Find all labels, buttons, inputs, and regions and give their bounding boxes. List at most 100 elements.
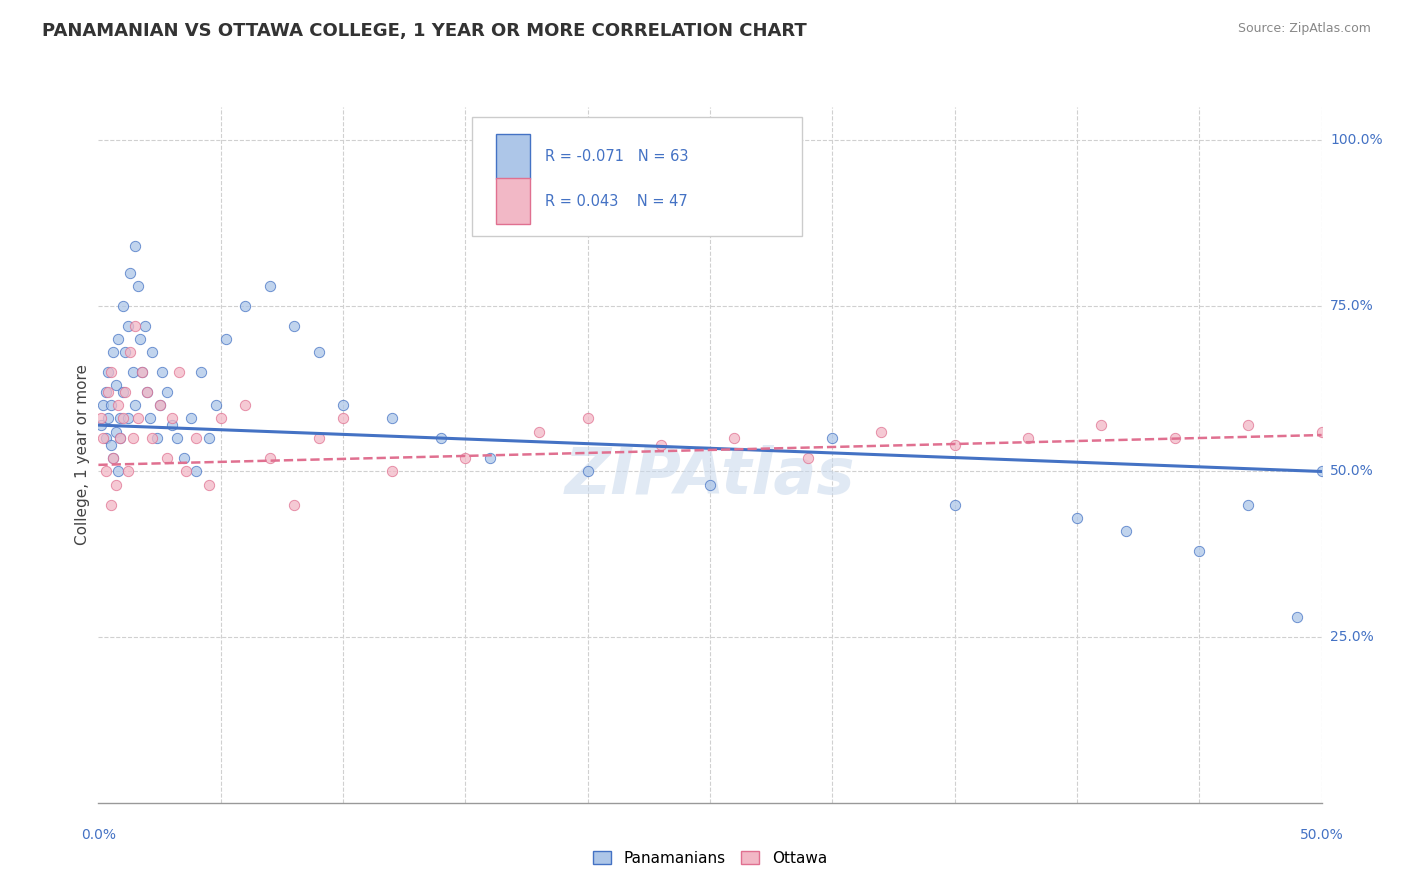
Point (97, 384, 120, 399)
Point (1115, 524, 1137, 538)
Point (101, 345, 124, 359)
Point (283, 498, 305, 512)
Point (146, 431, 169, 445)
FancyBboxPatch shape (496, 178, 530, 224)
Point (127, 279, 149, 293)
Point (94, 384, 117, 399)
Point (97, 411, 120, 425)
Point (308, 431, 330, 445)
Point (124, 398, 146, 412)
Point (110, 431, 132, 445)
Point (1090, 418, 1112, 433)
Point (160, 411, 183, 425)
Text: 100.0%: 100.0% (1330, 133, 1382, 147)
Point (136, 384, 159, 399)
Point (111, 411, 134, 425)
Point (283, 318, 305, 333)
FancyBboxPatch shape (496, 134, 530, 179)
Point (233, 398, 256, 412)
Point (233, 299, 256, 313)
Point (527, 425, 550, 439)
Point (111, 384, 134, 399)
Point (104, 378, 127, 392)
Point (1066, 511, 1088, 525)
Point (205, 398, 228, 412)
Point (136, 384, 159, 399)
Text: PANAMANIAN VS OTTAWA COLLEGE, 1 YEAR OR MORE CORRELATION CHART: PANAMANIAN VS OTTAWA COLLEGE, 1 YEAR OR … (42, 22, 807, 40)
Text: R = -0.071   N = 63: R = -0.071 N = 63 (546, 149, 689, 164)
Point (1164, 431, 1187, 445)
Point (107, 332, 129, 346)
Point (100, 438, 122, 452)
Point (101, 451, 124, 466)
Point (124, 318, 146, 333)
Point (94, 431, 117, 445)
Point (1310, 425, 1333, 439)
Point (381, 465, 404, 479)
Point (723, 431, 745, 445)
Point (150, 365, 173, 379)
Text: 50.0%: 50.0% (1330, 465, 1374, 478)
Point (110, 431, 132, 445)
Point (120, 345, 142, 359)
Point (104, 425, 127, 439)
Point (190, 365, 212, 379)
Point (197, 431, 219, 445)
Point (156, 451, 179, 466)
Point (259, 451, 281, 466)
Text: 25.0%: 25.0% (1330, 630, 1374, 644)
Point (94, 465, 117, 479)
Point (131, 365, 153, 379)
Point (149, 398, 172, 412)
Point (1237, 498, 1260, 512)
Text: R = 0.043    N = 47: R = 0.043 N = 47 (546, 194, 688, 209)
Point (209, 411, 232, 425)
Point (870, 425, 893, 439)
Point (141, 431, 163, 445)
Point (186, 431, 208, 445)
Point (821, 431, 844, 445)
Point (121, 365, 143, 379)
Point (111, 299, 134, 313)
Point (197, 477, 219, 491)
Point (1237, 418, 1260, 433)
Point (107, 465, 129, 479)
Point (173, 451, 195, 466)
Point (650, 438, 672, 452)
Point (114, 345, 136, 359)
Point (797, 451, 820, 466)
Point (176, 465, 198, 479)
Point (124, 239, 146, 253)
Point (149, 398, 172, 412)
Point (129, 332, 152, 346)
Point (107, 398, 129, 412)
Point (214, 332, 236, 346)
Point (117, 465, 139, 479)
Point (117, 318, 139, 333)
Text: 50.0%: 50.0% (1299, 828, 1344, 842)
Point (114, 384, 136, 399)
Point (100, 365, 122, 379)
Point (90, 418, 112, 433)
Point (576, 411, 599, 425)
Point (180, 411, 202, 425)
Point (332, 398, 354, 412)
Point (156, 384, 179, 399)
Point (430, 431, 453, 445)
Point (166, 431, 188, 445)
Point (259, 279, 281, 293)
Point (100, 398, 122, 412)
Legend: Panamanians, Ottawa: Panamanians, Ottawa (588, 845, 832, 871)
Point (104, 477, 127, 491)
Point (160, 418, 183, 433)
Point (478, 451, 501, 466)
Point (100, 498, 122, 512)
Point (332, 411, 354, 425)
Point (134, 318, 156, 333)
Point (454, 451, 477, 466)
Point (576, 465, 599, 479)
FancyBboxPatch shape (471, 118, 801, 235)
Point (943, 438, 966, 452)
Point (101, 451, 124, 466)
Point (90, 411, 112, 425)
